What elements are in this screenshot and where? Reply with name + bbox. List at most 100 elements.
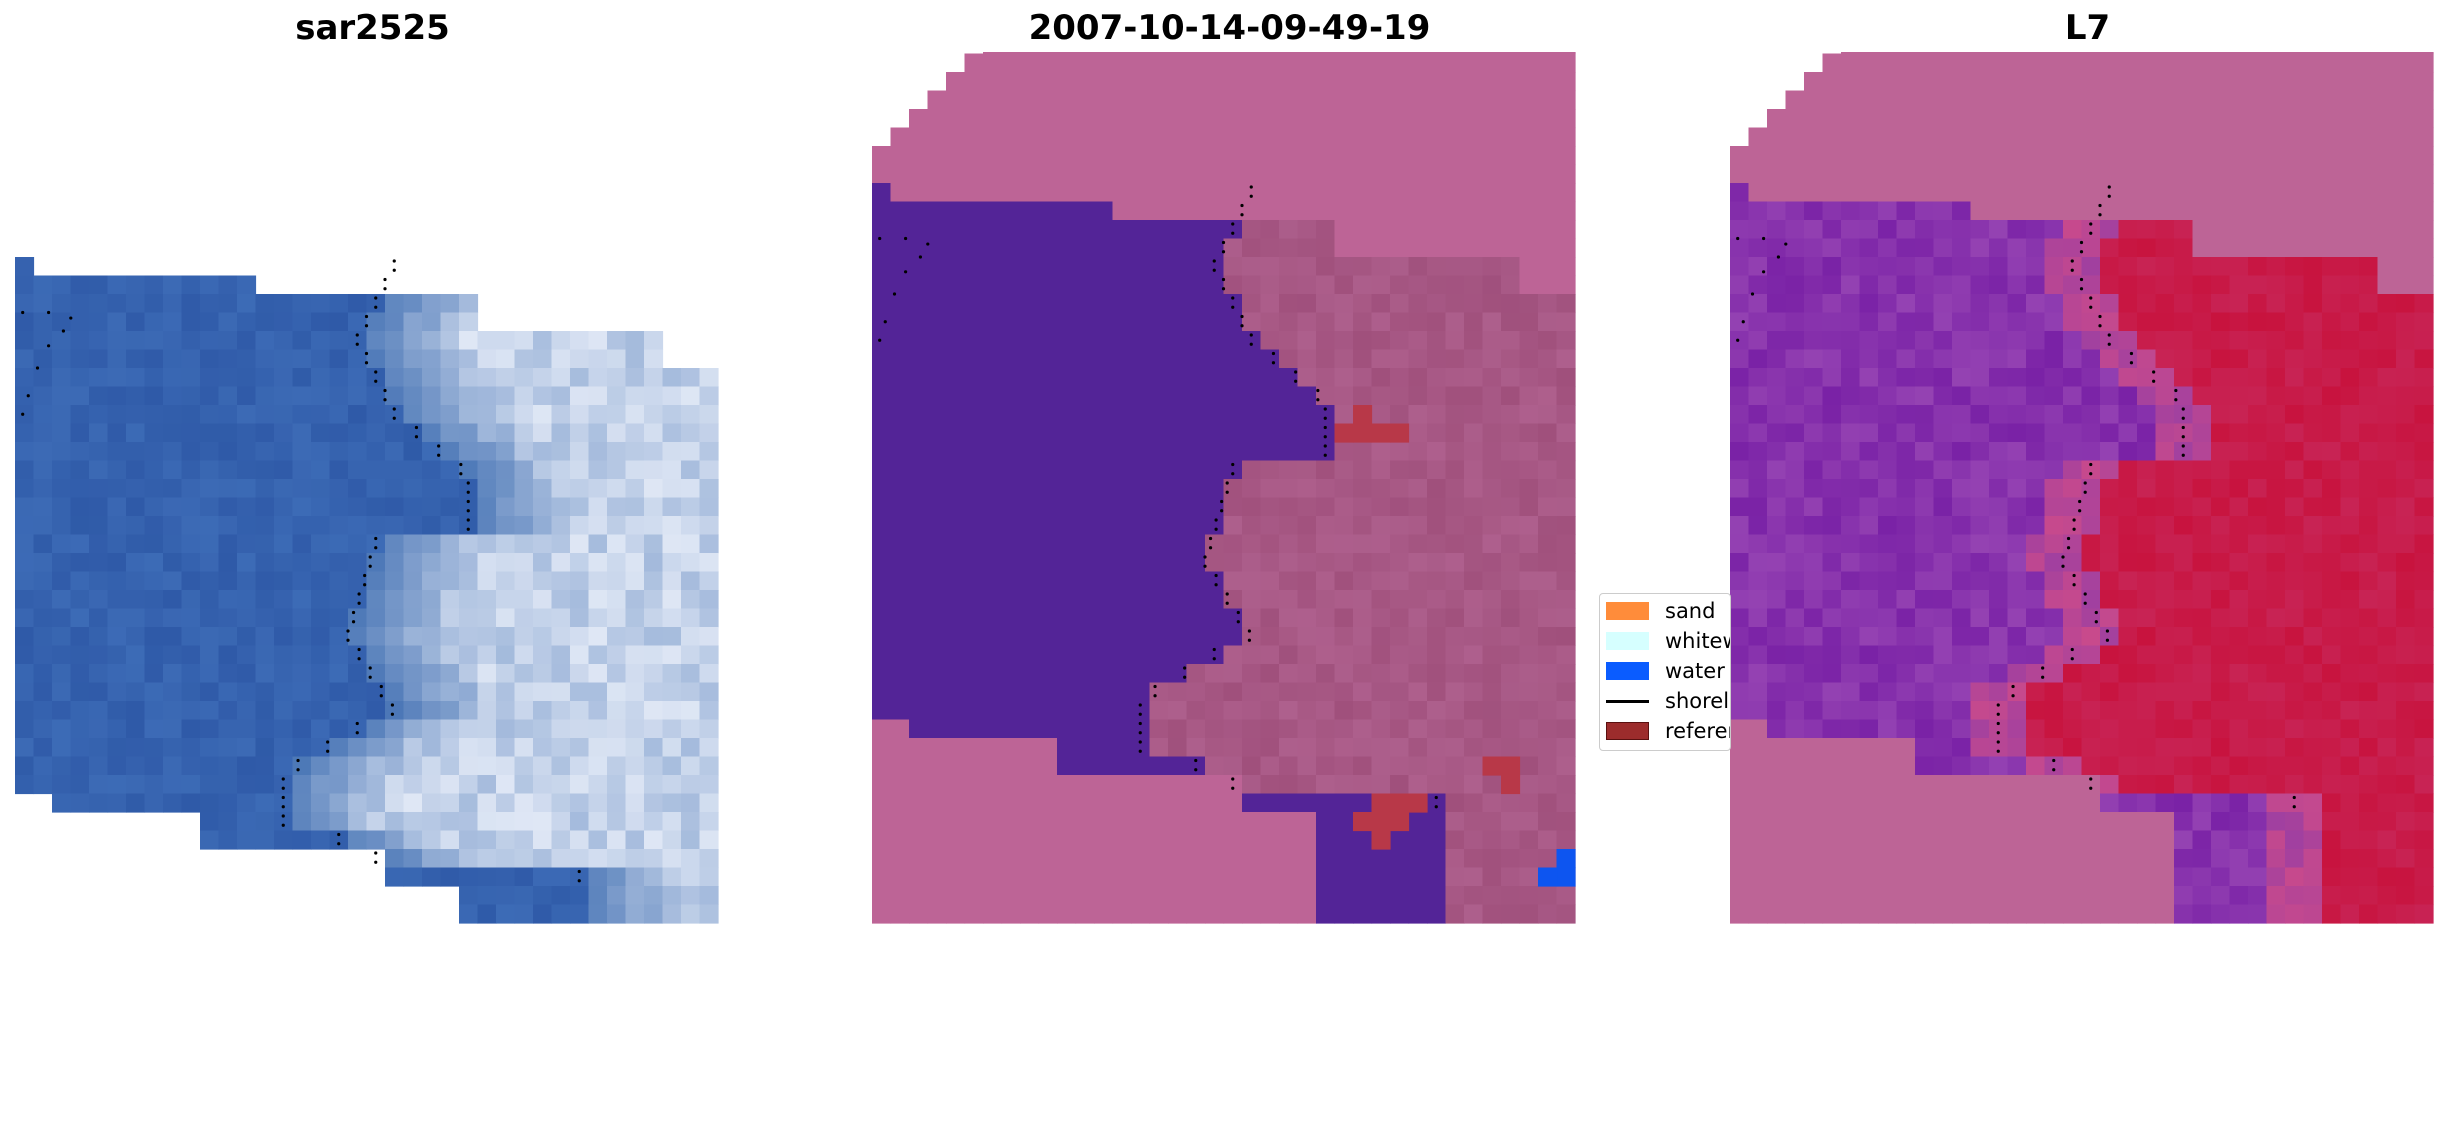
class-pixel — [1482, 701, 1502, 721]
class-pixel — [1205, 701, 1225, 721]
class-pixel — [1297, 719, 1317, 739]
image-pixel — [496, 423, 516, 443]
prob-pixel — [2081, 90, 2101, 110]
prob-pixel — [1970, 553, 1990, 573]
image-pixel — [144, 664, 164, 684]
shoreline-dot — [1138, 721, 1142, 726]
prob-pixel — [2248, 442, 2268, 462]
image-pixel — [422, 738, 442, 758]
prob-pixel — [1896, 53, 1916, 73]
image-pixel — [311, 405, 331, 425]
prob-pixel — [2174, 867, 2194, 887]
class-pixel — [1131, 294, 1151, 314]
shoreline-dot — [466, 499, 470, 504]
class-pixel — [946, 738, 966, 758]
prob-pixel — [2063, 793, 2083, 813]
image-pixel — [218, 719, 238, 739]
image-pixel — [348, 756, 368, 776]
class-pixel — [1445, 719, 1465, 739]
image-pixel — [422, 423, 442, 443]
prob-pixel — [2155, 590, 2175, 610]
class-pixel — [1556, 701, 1576, 721]
class-pixel — [964, 405, 984, 425]
class-pixel — [1519, 201, 1539, 221]
class-pixel — [927, 904, 947, 924]
image-pixel — [551, 590, 571, 610]
prob-pixel — [1804, 830, 1824, 850]
prob-pixel — [2044, 775, 2064, 795]
class-pixel — [1260, 164, 1280, 184]
image-pixel — [52, 627, 72, 647]
image-pixel — [329, 830, 349, 850]
class-pixel — [1464, 886, 1484, 906]
prob-pixel — [1748, 682, 1768, 702]
prob-pixel — [2211, 368, 2231, 388]
image-pixel — [662, 682, 682, 702]
class-pixel — [1186, 275, 1206, 295]
class-pixel — [1094, 701, 1114, 721]
prob-pixel — [2396, 571, 2416, 591]
image-pixel — [292, 294, 312, 314]
image-pixel — [89, 701, 109, 721]
prob-pixel — [2359, 238, 2379, 258]
image-pixel — [33, 349, 53, 369]
image-pixel — [514, 904, 534, 924]
prob-pixel — [2007, 164, 2027, 184]
class-pixel — [1334, 368, 1354, 388]
class-pixel — [1519, 368, 1539, 388]
image-pixel — [274, 479, 294, 499]
class-pixel — [909, 645, 929, 665]
shoreline-dot — [337, 842, 341, 846]
class-pixel — [1260, 275, 1280, 295]
prob-pixel — [2211, 719, 2231, 739]
class-pixel — [909, 275, 929, 295]
class-pixel — [946, 164, 966, 184]
image-pixel — [699, 849, 719, 869]
image-pixel — [70, 460, 90, 480]
prob-pixel — [2340, 53, 2360, 73]
class-pixel — [964, 738, 984, 758]
image-pixel — [533, 664, 553, 684]
prob-pixel — [2174, 423, 2194, 443]
prob-pixel — [2044, 497, 2064, 517]
class-pixel — [983, 275, 1003, 295]
class-pixel — [1519, 627, 1539, 647]
class-pixel — [1168, 571, 1188, 591]
prob-pixel — [2026, 793, 2046, 813]
class-pixel — [964, 53, 984, 73]
image-pixel — [163, 479, 183, 499]
prob-pixel — [1989, 516, 2009, 536]
prob-pixel — [2229, 701, 2249, 721]
class-pixel — [1279, 497, 1299, 517]
image-pixel — [15, 460, 35, 480]
prob-pixel — [1841, 405, 1861, 425]
image-pixel — [625, 590, 645, 610]
image-pixel — [551, 830, 571, 850]
class-pixel — [1390, 127, 1410, 147]
class-pixel — [1408, 442, 1428, 462]
prob-pixel — [2137, 405, 2157, 425]
image-pixel — [255, 479, 275, 499]
prob-pixel — [1841, 275, 1861, 295]
class-pixel — [1445, 331, 1465, 351]
prob-pixel — [1952, 701, 1972, 721]
class-pixel — [1260, 664, 1280, 684]
class-pixel — [1168, 460, 1188, 480]
class-pixel — [1482, 719, 1502, 739]
prob-pixel — [2118, 405, 2138, 425]
class-pixel — [1112, 294, 1132, 314]
class-pixel — [1334, 275, 1354, 295]
prob-pixel — [2359, 294, 2379, 314]
class-pixel — [1223, 331, 1243, 351]
image-pixel — [496, 830, 516, 850]
prob-pixel — [2229, 830, 2249, 850]
prob-pixel — [2285, 90, 2305, 110]
class-pixel — [909, 127, 929, 147]
class-pixel — [1112, 238, 1132, 258]
prob-pixel — [2377, 867, 2397, 887]
prob-pixel — [1915, 534, 1935, 554]
image-pixel — [514, 664, 534, 684]
image-pixel — [588, 349, 608, 369]
class-pixel — [1131, 664, 1151, 684]
class-pixel — [1427, 590, 1447, 610]
